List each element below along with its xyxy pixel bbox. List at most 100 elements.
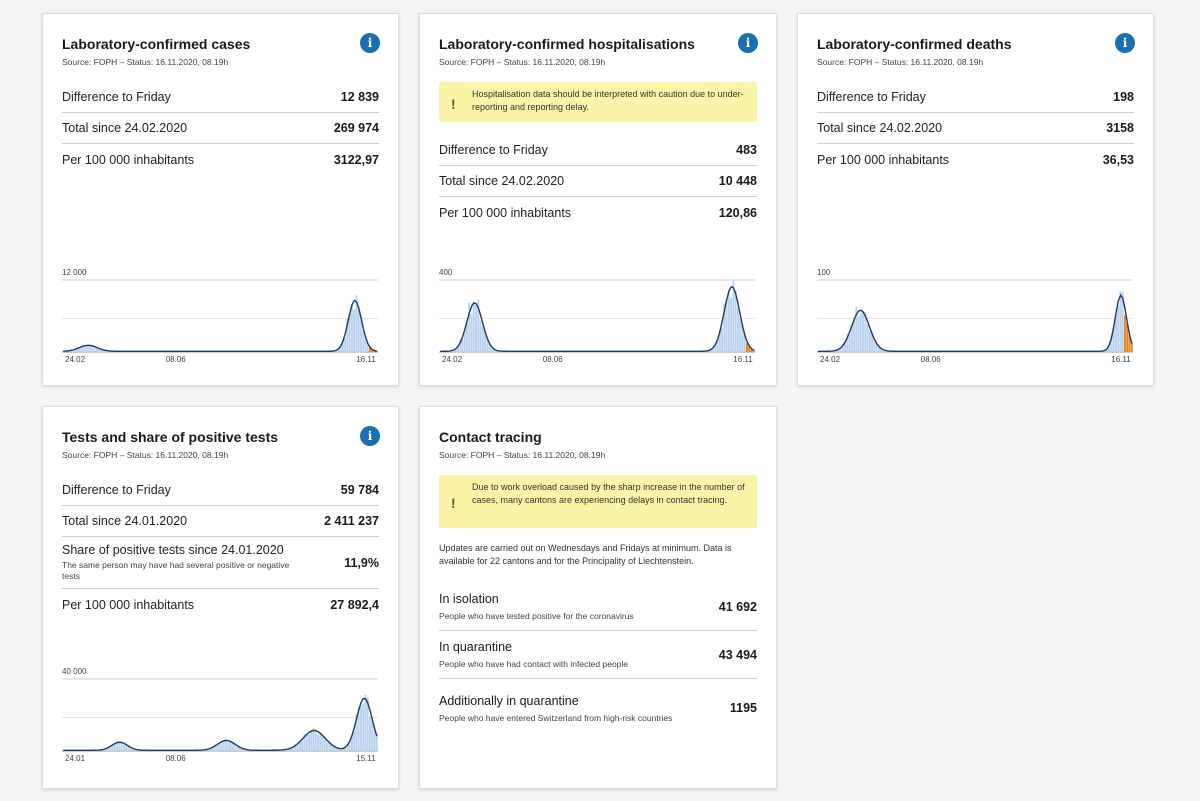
chart-bar	[454, 348, 457, 352]
chart-bar	[326, 742, 329, 751]
tracing-row: In isolation People who have tested posit…	[439, 583, 757, 631]
chart-bar	[62, 351, 64, 352]
x-tick-label: 16.11	[733, 355, 753, 364]
chart-bar	[308, 734, 310, 751]
chart-bar	[104, 748, 107, 751]
chart-bar	[303, 733, 306, 751]
tracing-label: In quarantine People who have had contact…	[439, 638, 628, 670]
chart-bar	[220, 742, 222, 751]
chart-bar	[208, 748, 211, 751]
chart-bar	[1112, 324, 1115, 352]
chart-bar	[75, 349, 78, 352]
tests-chart[interactable]: 40 000 24.01 08.06 15.11	[62, 653, 378, 768]
stat-value: 3122,97	[333, 152, 379, 167]
chart-bar	[373, 728, 376, 751]
stat-label-main: Share of positive tests since 24.01.2020	[62, 542, 284, 557]
stat-label: Per 100 000 inhabitants	[817, 152, 950, 167]
chart-bar	[721, 328, 724, 352]
chart-bar	[470, 313, 473, 352]
chart-bar	[68, 350, 71, 352]
card-source: Source: FOPH – Status: 16.11.2020, 08.19…	[62, 57, 229, 67]
chart-bar	[341, 340, 344, 352]
chart-bar	[355, 714, 358, 751]
chart-bar	[299, 741, 301, 751]
chart-bar	[1126, 323, 1129, 352]
tracing-label-main: Additionally in quarantine	[439, 693, 579, 708]
chart-bar	[344, 337, 347, 352]
stat-value: 27 892,4	[330, 597, 379, 612]
chart-bar	[310, 731, 313, 751]
card-title: Laboratory-confirmed cases	[62, 36, 251, 52]
chart-bar	[1105, 348, 1108, 352]
chart-bar	[226, 742, 229, 751]
chart-bar	[86, 345, 89, 352]
stat-label: Difference to Friday	[817, 90, 926, 104]
chart-bar	[339, 748, 342, 751]
deaths-chart[interactable]: 100 24.02 08.06 16.11	[817, 254, 1133, 369]
chart-bar	[294, 744, 297, 751]
stat-value: 3158	[1106, 121, 1134, 135]
chart-bar	[77, 347, 80, 352]
stat-row: Total since 24.02.2020 3158	[817, 113, 1134, 144]
chart-bar	[375, 733, 378, 751]
chart-bar	[337, 747, 340, 751]
chart-bar	[461, 338, 464, 352]
tracing-label: Additionally in quarantine People who hav…	[439, 692, 689, 724]
chart-bar	[113, 744, 116, 751]
stat-row: Share of positive tests since 24.01.2020…	[62, 537, 379, 589]
tracing-sublabel: People who have entered Switzerland from…	[439, 712, 673, 723]
y-tick-label: 12 000	[62, 268, 87, 277]
stat-value: 483	[736, 143, 757, 157]
stat-row: Per 100 000 inhabitants 3122,97	[62, 144, 379, 175]
contact-tracing-card: Contact tracing Source: FOPH – Status: 1…	[419, 406, 777, 789]
tracing-value: 41 692	[718, 599, 757, 614]
chart-bar	[287, 749, 290, 751]
chart-bar	[864, 311, 867, 352]
chart-bar	[62, 750, 64, 751]
chart-bar	[82, 344, 85, 352]
hospitalisations-chart-svg: 400 24.02 08.06 16.11	[439, 268, 755, 364]
chart-bar	[296, 744, 299, 751]
chart-bar	[1121, 292, 1124, 352]
chart-bar	[98, 348, 101, 352]
hospitalisations-chart[interactable]: 400 24.02 08.06 16.11	[439, 254, 755, 369]
chart-bar	[353, 731, 356, 751]
chart-bar	[328, 741, 331, 751]
x-tick-label: 24.02	[65, 355, 86, 364]
tracing-sublabel: People who have had contact with infecte…	[439, 659, 629, 670]
chart-bar	[484, 331, 487, 352]
cases-chart[interactable]: 12 000 24.02 08.06 16.11	[62, 254, 378, 369]
chart-bar	[1130, 341, 1133, 352]
stat-row: Difference to Friday 59 784	[62, 475, 379, 506]
chart-bar	[873, 339, 876, 352]
tests-chart-svg: 40 000 24.01 08.06 15.11	[62, 667, 378, 763]
stat-label: Difference to Friday	[62, 483, 171, 497]
info-icon[interactable]: i	[1115, 33, 1135, 53]
chart-bar	[490, 347, 493, 352]
chart-bar	[875, 343, 878, 352]
y-tick-label: 40 000	[62, 667, 87, 676]
chart-bar	[837, 348, 840, 352]
tracing-label: In isolation People who have tested posit…	[439, 590, 634, 622]
card-source: Source: FOPH – Status: 16.11.2020, 08.19…	[62, 450, 229, 460]
trend-line	[440, 285, 755, 352]
chart-bar	[111, 745, 114, 751]
x-tick-label: 16.11	[356, 355, 376, 364]
chart-bar	[1128, 334, 1131, 352]
chart-bar	[364, 336, 367, 352]
chart-bar	[102, 749, 105, 751]
chart-bar	[305, 735, 308, 751]
info-icon[interactable]: i	[738, 33, 758, 53]
info-icon[interactable]: i	[360, 426, 380, 446]
info-icon[interactable]: i	[360, 33, 380, 53]
chart-bar	[817, 351, 819, 352]
chart-bar	[752, 349, 755, 352]
chart-bar	[116, 741, 119, 751]
chart-bar	[477, 299, 480, 352]
chart-bar	[730, 297, 733, 352]
cases-chart-svg: 12 000 24.02 08.06 16.11	[62, 268, 378, 364]
chart-bar	[353, 309, 356, 352]
stat-label: Difference to Friday	[62, 90, 171, 104]
chart-bar	[732, 279, 735, 352]
stat-row: Total since 24.01.2020 2 411 237	[62, 506, 379, 537]
